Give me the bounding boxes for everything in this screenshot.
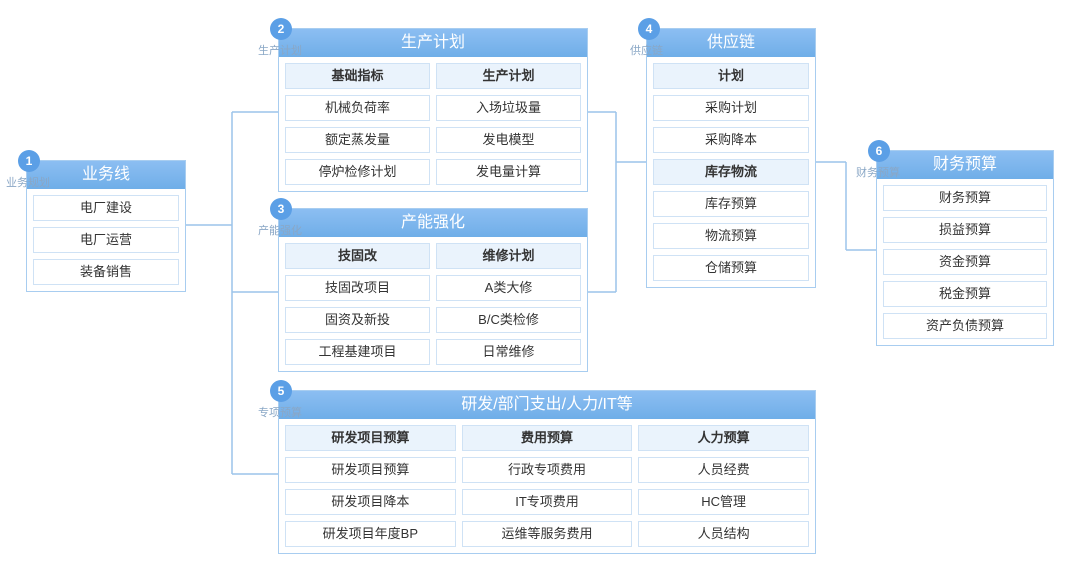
module-finance-budget: 财务预算 财务预算 损益预算 资金预算 税金预算 资产负债预算 xyxy=(876,150,1054,346)
module-title: 研发/部门支出/人力/IT等 xyxy=(279,391,815,419)
cell: 行政专项费用 xyxy=(462,457,633,483)
module-capacity: 产能强化 技固改 技固改项目 固资及新投 工程基建项目 维修计划 A类大修 B/… xyxy=(278,208,588,372)
cell: 入场垃圾量 xyxy=(436,95,581,121)
module-title: 产能强化 xyxy=(279,209,587,237)
cell: A类大修 xyxy=(436,275,581,301)
module-title: 生产计划 xyxy=(279,29,587,57)
cell: HC管理 xyxy=(638,489,809,515)
badge-3: 3 xyxy=(270,198,292,220)
cell: B/C类检修 xyxy=(436,307,581,333)
badge-label-5: 专项预算 xyxy=(258,404,302,420)
cell: 电厂建设 xyxy=(33,195,179,221)
badge-6: 6 xyxy=(868,140,890,162)
cell: 维修计划 xyxy=(436,243,581,269)
module-title: 业务线 xyxy=(27,161,185,189)
cell: 计划 xyxy=(653,63,809,89)
cell: 技固改 xyxy=(285,243,430,269)
cell: 库存物流 xyxy=(653,159,809,185)
badge-label-2: 生产计划 xyxy=(258,42,302,58)
badge-4: 4 xyxy=(638,18,660,40)
cell: 生产计划 xyxy=(436,63,581,89)
cell: 损益预算 xyxy=(883,217,1047,243)
badge-label-4: 供应链 xyxy=(630,42,663,58)
badge-5: 5 xyxy=(270,380,292,402)
cell: 日常维修 xyxy=(436,339,581,365)
module-production-plan: 生产计划 基础指标 机械负荷率 额定蒸发量 停炉检修计划 生产计划 入场垃圾量 … xyxy=(278,28,588,192)
cell: 库存预算 xyxy=(653,191,809,217)
cell: 资产负债预算 xyxy=(883,313,1047,339)
cell: 工程基建项目 xyxy=(285,339,430,365)
badge-label-3: 产能强化 xyxy=(258,222,302,238)
cell: 资金预算 xyxy=(883,249,1047,275)
cell: 装备销售 xyxy=(33,259,179,285)
badge-label-1: 业务规划 xyxy=(6,174,50,190)
cell: 人员结构 xyxy=(638,521,809,547)
cell: 发电量计算 xyxy=(436,159,581,185)
cell: 停炉检修计划 xyxy=(285,159,430,185)
cell: 研发项目预算 xyxy=(285,457,456,483)
module-business-line: 业务线 电厂建设 电厂运营 装备销售 xyxy=(26,160,186,292)
cell: 仓储预算 xyxy=(653,255,809,281)
cell: 采购计划 xyxy=(653,95,809,121)
module-title: 供应链 xyxy=(647,29,815,57)
cell: 研发项目预算 xyxy=(285,425,456,451)
cell: 物流预算 xyxy=(653,223,809,249)
cell: 财务预算 xyxy=(883,185,1047,211)
cell: 费用预算 xyxy=(462,425,633,451)
cell: 人员经费 xyxy=(638,457,809,483)
cell: 固资及新投 xyxy=(285,307,430,333)
cell: 采购降本 xyxy=(653,127,809,153)
cell: 电厂运营 xyxy=(33,227,179,253)
cell: 基础指标 xyxy=(285,63,430,89)
cell: 机械负荷率 xyxy=(285,95,430,121)
cell: 发电模型 xyxy=(436,127,581,153)
cell: 额定蒸发量 xyxy=(285,127,430,153)
badge-1: 1 xyxy=(18,150,40,172)
cell: 人力预算 xyxy=(638,425,809,451)
cell: 技固改项目 xyxy=(285,275,430,301)
badge-2: 2 xyxy=(270,18,292,40)
cell: 运维等服务费用 xyxy=(462,521,633,547)
cell: 研发项目年度BP xyxy=(285,521,456,547)
module-title: 财务预算 xyxy=(877,151,1053,179)
module-supply-chain: 供应链 计划 采购计划 采购降本 库存物流 库存预算 物流预算 仓储预算 xyxy=(646,28,816,288)
cell: 研发项目降本 xyxy=(285,489,456,515)
cell: 税金预算 xyxy=(883,281,1047,307)
module-special-budget: 研发/部门支出/人力/IT等 研发项目预算 研发项目预算 研发项目降本 研发项目… xyxy=(278,390,816,554)
cell: IT专项费用 xyxy=(462,489,633,515)
badge-label-6: 财务预算 xyxy=(856,164,900,180)
